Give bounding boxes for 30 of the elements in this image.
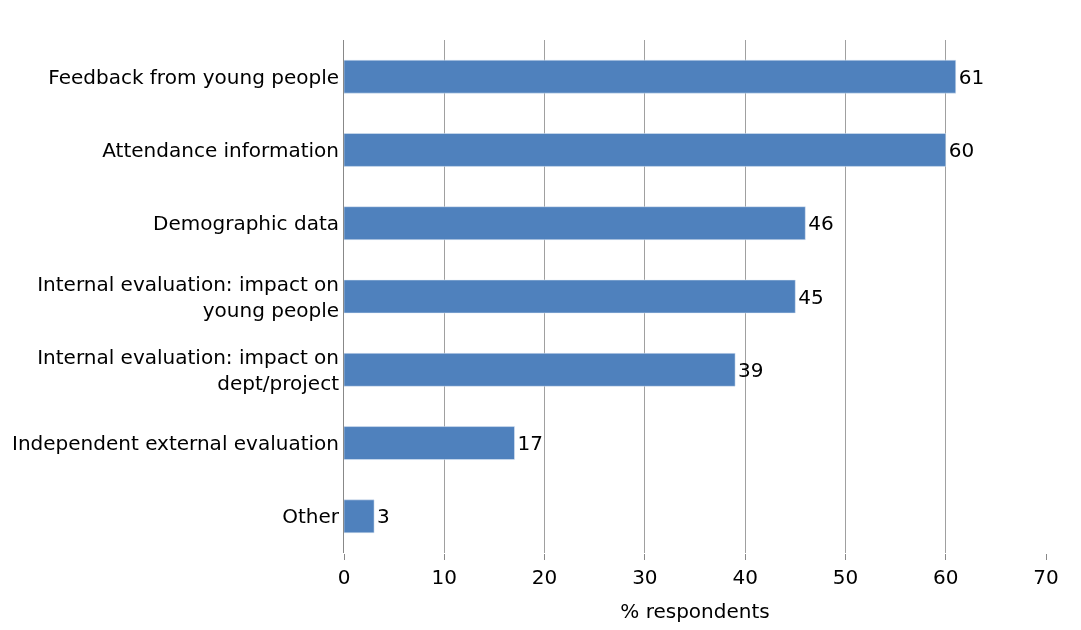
bar	[344, 426, 515, 460]
x-tick-label: 50	[832, 565, 859, 589]
y-tick-label: Attendance information	[102, 137, 339, 162]
bar	[344, 353, 736, 387]
y-tick-label: Demographic data	[153, 211, 339, 236]
bar	[344, 59, 956, 94]
y-tick-label: Internal evaluation: impact on dept/project	[37, 344, 340, 395]
data-label: 45	[798, 284, 824, 309]
y-tick-label: Feedback from young people	[48, 64, 339, 89]
x-tick-label: 30	[632, 565, 658, 589]
bar	[344, 206, 806, 240]
data-label: 61	[958, 64, 985, 89]
bar	[344, 279, 796, 314]
bar	[344, 133, 946, 167]
data-label: 60	[948, 137, 975, 162]
x-tick-label: 20	[531, 565, 558, 589]
x-tick-label: 10	[431, 565, 458, 589]
data-label: 3	[377, 504, 390, 529]
data-label: 46	[808, 211, 834, 236]
x-tick-label: 0	[337, 565, 351, 589]
bar	[344, 499, 375, 534]
x-axis-title: % respondents	[620, 598, 770, 623]
x-tick-label: 60	[932, 565, 959, 589]
x-tick-label: 70	[1033, 565, 1059, 589]
data-label: 39	[738, 357, 764, 382]
data-label: 17	[517, 431, 543, 456]
y-tick-label: Independent external evaluation	[12, 431, 339, 456]
y-tick-label: Other	[282, 504, 340, 529]
x-tick-label: 40	[732, 565, 758, 589]
y-tick-label: Internal evaluation: impact on young people	[37, 271, 339, 322]
